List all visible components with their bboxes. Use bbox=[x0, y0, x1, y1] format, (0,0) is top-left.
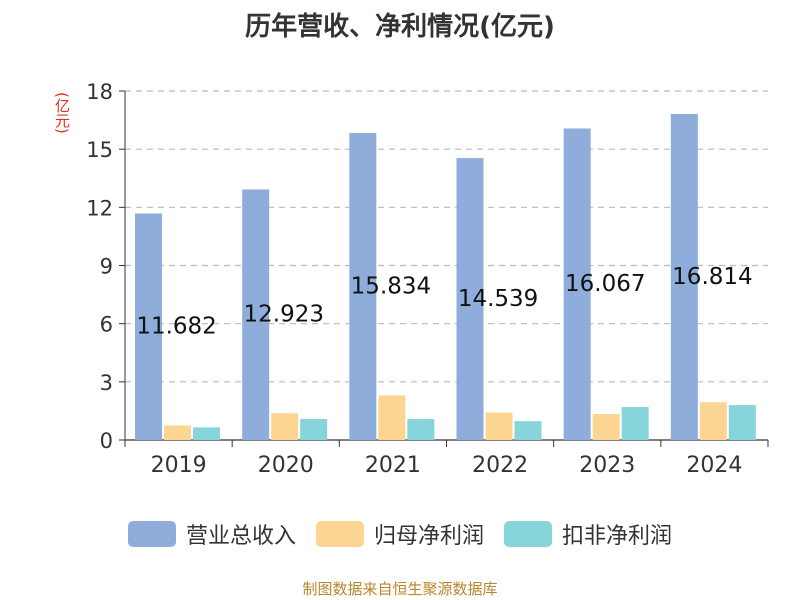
y-axis-unit-label: (亿元) bbox=[53, 92, 71, 134]
y-tick-label: 3 bbox=[100, 371, 113, 395]
data-label-revenue: 15.834 bbox=[351, 273, 431, 299]
data-label-revenue: 12.923 bbox=[244, 302, 324, 328]
bar-parent-net-profit-2019[interactable] bbox=[164, 425, 191, 440]
legend-label-parent-net-profit: 归母净利润 bbox=[373, 524, 484, 549]
legend: 营业总收入 归母净利润 扣非净利润 bbox=[0, 518, 800, 550]
bar-parent-net-profit-2021[interactable] bbox=[378, 395, 406, 440]
data-label-revenue: 16.814 bbox=[672, 264, 752, 290]
y-tick-label: 12 bbox=[86, 196, 113, 220]
legend-label-deducted-net-profit: 扣非净利润 bbox=[562, 524, 673, 549]
legend-item-deducted-net-profit[interactable]: 扣非净利润 bbox=[504, 518, 672, 550]
y-tick-label: 0 bbox=[100, 429, 113, 453]
legend-swatch-revenue bbox=[127, 521, 176, 547]
bar-deducted-net-profit-2024[interactable] bbox=[728, 405, 756, 440]
y-tick-label: 15 bbox=[86, 138, 113, 162]
x-tick-label: 2024 bbox=[686, 453, 742, 478]
legend-label-revenue: 营业总收入 bbox=[185, 524, 296, 549]
bar-revenue-2020[interactable] bbox=[242, 189, 270, 440]
bar-deducted-net-profit-2020[interactable] bbox=[300, 419, 328, 440]
bars bbox=[135, 113, 756, 440]
bar-parent-net-profit-2024[interactable] bbox=[699, 402, 727, 440]
legend-swatch-deducted-net-profit bbox=[504, 521, 552, 547]
legend-swatch-parent-net-profit bbox=[315, 521, 364, 547]
grid-lines bbox=[125, 90, 768, 383]
bar-revenue-2021[interactable] bbox=[349, 132, 377, 440]
x-tick-label: 2020 bbox=[258, 453, 314, 478]
y-tick-label: 9 bbox=[100, 255, 113, 279]
bar-deducted-net-profit-2021[interactable] bbox=[407, 419, 435, 440]
bar-parent-net-profit-2020[interactable] bbox=[271, 413, 299, 440]
y-tick-label: 6 bbox=[100, 313, 113, 337]
axes: 0 3 6 9 12 15 18 2019 2020 2021 2022 2023 2024 bbox=[86, 80, 769, 478]
bar-parent-net-profit-2022[interactable] bbox=[485, 412, 513, 440]
bar-deducted-net-profit-2019[interactable] bbox=[193, 427, 220, 440]
x-tick-label: 2021 bbox=[365, 453, 421, 478]
bar-revenue-2024[interactable] bbox=[670, 113, 698, 440]
bar-revenue-2022[interactable] bbox=[456, 158, 484, 440]
data-label-revenue: 14.539 bbox=[458, 286, 538, 312]
bar-revenue-2019[interactable] bbox=[135, 213, 162, 440]
y-tick-label: 18 bbox=[86, 80, 113, 104]
legend-item-parent-net-profit[interactable]: 归母净利润 bbox=[315, 518, 484, 550]
x-tick-label: 2022 bbox=[472, 453, 528, 478]
legend-item-revenue[interactable]: 营业总收入 bbox=[127, 518, 296, 550]
x-tick-label: 2019 bbox=[151, 453, 207, 478]
bar-deducted-net-profit-2022[interactable] bbox=[514, 421, 542, 440]
chart-title: 历年营收、净利情况(亿元) bbox=[245, 12, 555, 42]
bar-deducted-net-profit-2023[interactable] bbox=[621, 407, 649, 440]
data-label-revenue: 16.067 bbox=[565, 271, 645, 297]
data-labels: 11.682 12.923 15.834 14.539 16.067 16.814 bbox=[136, 264, 752, 340]
bar-revenue-2023[interactable] bbox=[563, 128, 591, 440]
data-label-revenue: 11.682 bbox=[136, 314, 216, 340]
bar-parent-net-profit-2023[interactable] bbox=[592, 414, 620, 440]
source-footer: 制图数据来自恒生聚源数据库 bbox=[302, 580, 498, 598]
x-tick-label: 2023 bbox=[579, 453, 635, 478]
